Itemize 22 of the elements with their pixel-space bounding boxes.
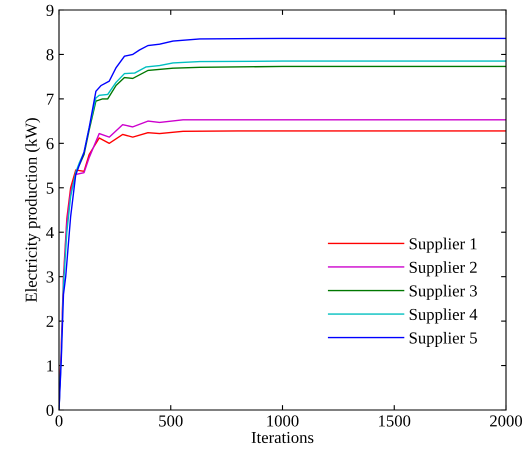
- y-tick-label: 8: [46, 49, 54, 60]
- legend-label: Supplier 1: [410, 238, 477, 253]
- y-tick-label: 3: [46, 271, 54, 283]
- x-tick-label: 2000: [490, 415, 522, 427]
- y-tick-label: 0: [46, 404, 54, 416]
- y-tick-label: 5: [46, 182, 54, 194]
- x-axis-title: Iterations: [252, 432, 314, 444]
- legend-label: Supplier 2: [410, 261, 477, 276]
- y-tick-label: 4: [46, 227, 54, 238]
- y-tick-label: 9: [46, 4, 54, 16]
- legend-label: Supplier 5: [410, 332, 477, 347]
- legend-label: Supplier 3: [410, 284, 477, 300]
- legend-label: Supplier 4: [410, 308, 478, 324]
- y-tick-label: 1: [47, 360, 54, 372]
- y-tick-label: 2: [46, 316, 54, 327]
- y-tick-label: 7: [46, 94, 54, 105]
- y-axis-title: Electricity production (kW): [25, 118, 40, 302]
- x-tick-label: 0: [55, 415, 63, 427]
- x-tick-label: 1000: [267, 415, 299, 427]
- x-tick-label: 500: [159, 415, 183, 427]
- y-tick-label: 6: [46, 138, 54, 150]
- x-tick-label: 1500: [379, 415, 410, 427]
